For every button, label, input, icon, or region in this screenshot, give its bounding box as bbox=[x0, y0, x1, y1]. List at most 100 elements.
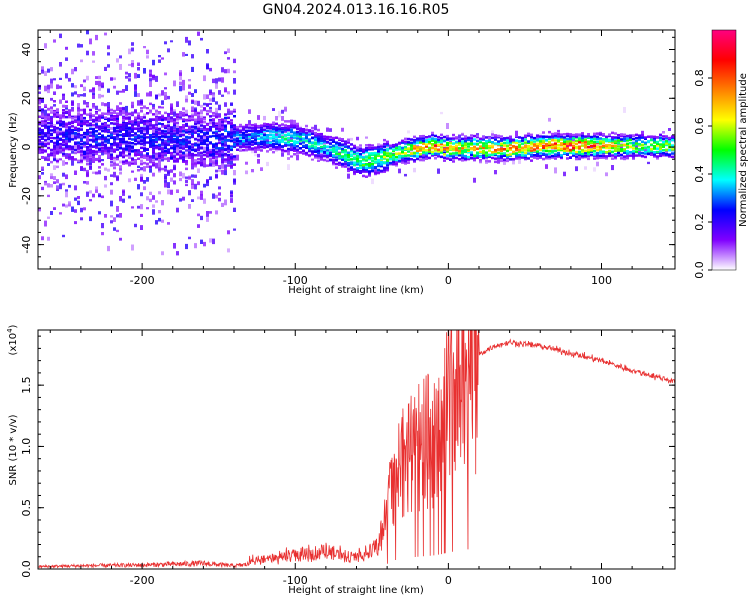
spectrogram-cell bbox=[305, 139, 308, 143]
spectrogram-cell bbox=[92, 93, 95, 99]
spectrogram-cell bbox=[41, 131, 44, 135]
spectrogram-cell bbox=[200, 37, 203, 41]
spectrogram-cell bbox=[77, 116, 80, 120]
spectrogram-cell bbox=[197, 120, 200, 124]
spectrogram-cell bbox=[146, 122, 149, 126]
spectrogram-cell bbox=[266, 145, 269, 148]
spectrogram-cell bbox=[245, 170, 248, 175]
spectrogram-cell bbox=[182, 127, 185, 131]
spectrogram-cell bbox=[92, 155, 95, 159]
spectrogram-cell bbox=[47, 163, 50, 166]
spectrogram-cell bbox=[431, 137, 434, 140]
spectrogram-cell bbox=[278, 143, 281, 147]
spectrogram-cell bbox=[221, 154, 224, 157]
spectrogram-cell bbox=[92, 171, 95, 174]
spectrogram-cell bbox=[392, 148, 395, 151]
spectrogram-cell bbox=[431, 150, 434, 154]
spectrogram-cell bbox=[665, 148, 668, 152]
spectrogram-cell bbox=[563, 133, 566, 136]
spectrogram-cell bbox=[74, 132, 77, 135]
spectrogram-cell bbox=[65, 137, 68, 140]
spectrogram-cell bbox=[338, 152, 341, 156]
spectrogram-cell bbox=[107, 110, 110, 115]
spectrogram-cell bbox=[245, 140, 248, 143]
spectrogram-cell bbox=[140, 121, 143, 124]
spectrogram-cell bbox=[188, 176, 191, 180]
spectrogram-cell bbox=[203, 125, 206, 128]
spectrogram-cell bbox=[80, 128, 83, 131]
spectrogram-cell bbox=[158, 152, 161, 156]
spectrogram-cell bbox=[146, 207, 149, 210]
spectrogram-cell bbox=[578, 147, 581, 150]
spectrogram-cell bbox=[140, 131, 143, 135]
spectrogram-cell bbox=[230, 166, 233, 169]
spectrogram-cell bbox=[605, 146, 608, 150]
spectrogram-cell bbox=[179, 171, 182, 177]
spectrogram-cell bbox=[530, 149, 533, 152]
spectrogram-cell bbox=[224, 167, 227, 171]
spectrogram-cell bbox=[620, 139, 623, 143]
spectrogram-cell bbox=[347, 141, 350, 144]
spectrogram-cell bbox=[353, 172, 356, 176]
spectrogram-cell bbox=[542, 146, 545, 149]
spectrogram-cell bbox=[227, 133, 230, 136]
spectrogram-cell bbox=[74, 209, 77, 213]
spectrogram-cell bbox=[212, 149, 215, 152]
spectrogram-cell bbox=[119, 160, 122, 164]
spectrogram-cell bbox=[119, 133, 122, 137]
spectrogram-cell bbox=[548, 117, 551, 122]
spectrogram-cell bbox=[170, 119, 173, 123]
spectrogram-cell bbox=[302, 133, 305, 136]
spectrogram-cell bbox=[422, 156, 425, 159]
spectrogram-cell bbox=[86, 134, 89, 140]
spectrogram-cell bbox=[503, 147, 506, 151]
spectrogram-cell bbox=[98, 125, 101, 128]
spectrogram-cell bbox=[158, 217, 161, 222]
spectrogram-cell bbox=[581, 134, 584, 138]
spectrogram-cell bbox=[671, 155, 674, 159]
spectrogram-cell bbox=[299, 138, 302, 141]
spectrogram-cell bbox=[155, 131, 158, 134]
spectrogram-cell bbox=[623, 151, 626, 154]
spectrogram-cell bbox=[317, 149, 320, 153]
spectrogram-cell bbox=[437, 152, 440, 156]
spectrogram-cell bbox=[125, 122, 128, 125]
spectrogram-cell bbox=[59, 85, 62, 89]
spectrogram-cell bbox=[218, 115, 221, 118]
spectrogram-cell bbox=[590, 153, 593, 157]
spectrogram-cell bbox=[47, 142, 50, 145]
spectrogram-cell bbox=[107, 150, 110, 153]
spectrogram-cell bbox=[518, 160, 521, 164]
spectrogram-cell bbox=[47, 136, 50, 140]
spectrogram-cell bbox=[569, 137, 572, 141]
spectrogram-cell bbox=[95, 143, 98, 147]
spectrogram-cell bbox=[596, 151, 599, 155]
spectrogram-cell bbox=[539, 152, 542, 155]
spectrogram-cell bbox=[659, 143, 662, 146]
spectrogram-cell bbox=[68, 128, 71, 131]
spectrogram-cell bbox=[362, 153, 365, 158]
spectrogram-cell bbox=[536, 142, 539, 146]
spectrogram-cell bbox=[197, 146, 200, 149]
spectrogram-cell bbox=[209, 109, 212, 113]
spectrogram-cell bbox=[56, 113, 59, 116]
spectrogram-cell bbox=[530, 150, 533, 154]
spectrogram-cell bbox=[281, 126, 284, 130]
spectrogram-cell bbox=[341, 147, 344, 151]
spectrogram-cell bbox=[569, 148, 572, 152]
x-tick-label: -100 bbox=[283, 574, 308, 587]
spectrogram-cell bbox=[482, 144, 485, 148]
spectrogram-cell bbox=[506, 147, 509, 150]
spectrogram-cell bbox=[287, 133, 290, 137]
spectrogram-cell bbox=[140, 107, 143, 110]
spectrogram-cell bbox=[611, 139, 614, 143]
spectrogram-cell bbox=[497, 156, 500, 159]
spectrogram-cell bbox=[320, 132, 323, 136]
spectrogram-cell bbox=[299, 147, 302, 150]
spectrogram-cell bbox=[71, 128, 74, 132]
spectrogram-cell bbox=[470, 153, 473, 156]
spectrogram-cell bbox=[452, 145, 455, 149]
spectrogram-cell bbox=[95, 34, 98, 41]
spectrogram-cell bbox=[299, 135, 302, 139]
spectrogram-cell bbox=[299, 139, 302, 142]
